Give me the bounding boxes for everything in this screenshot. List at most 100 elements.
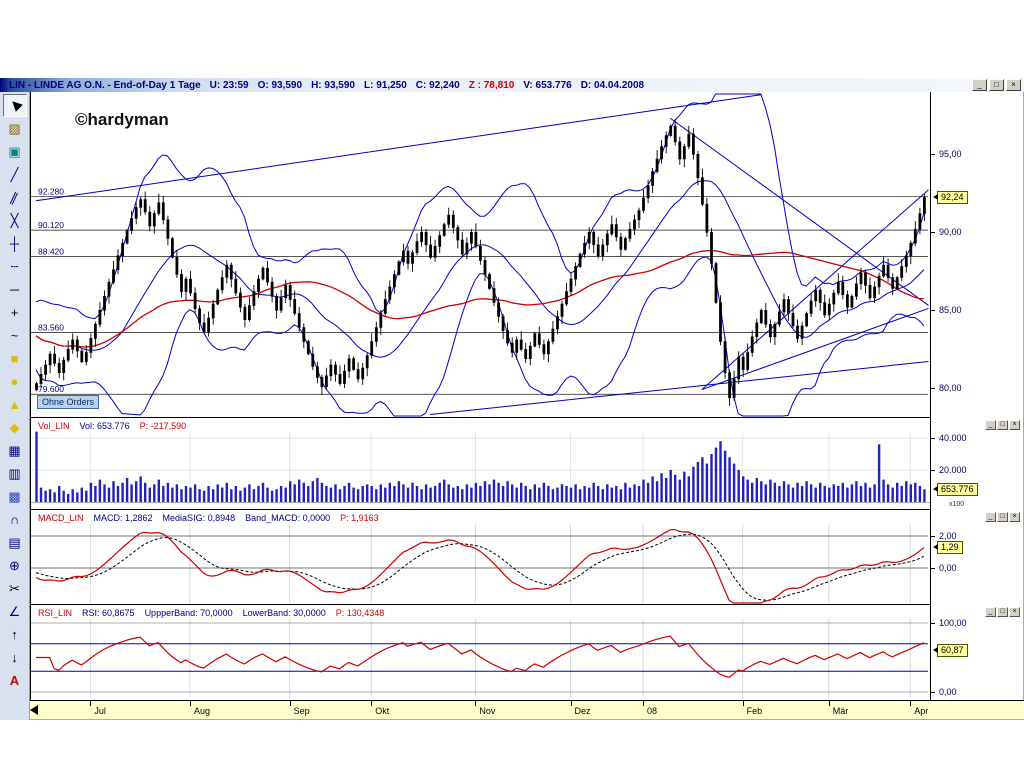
month-tick-mark — [475, 701, 477, 706]
rsi-panel-close-button[interactable]: × — [1009, 607, 1020, 617]
minimize-button[interactable]: _ — [972, 79, 987, 91]
tool-text-tool[interactable]: A — [3, 669, 27, 692]
axis-label: 80,00 — [939, 383, 962, 393]
tool-cut[interactable]: ✂ — [3, 577, 27, 600]
tool-grid[interactable]: ▦ — [3, 439, 27, 462]
tool-indicator-panel[interactable]: ▣ — [3, 140, 27, 163]
rsi-axis: _ □ × 100,00 0,00 60,87 — [930, 605, 1024, 700]
volume-bars-plot[interactable] — [30, 418, 930, 510]
axis-tick-mark — [931, 310, 935, 311]
move-all-icon: ⊕ — [9, 558, 20, 573]
cut-icon: ✂ — [9, 581, 20, 596]
last-price-tag: 92,24 — [933, 191, 968, 205]
axis-tick-mark — [931, 232, 935, 233]
rsi-panel-controls: _ □ × — [985, 607, 1020, 617]
axis-tick-mark — [931, 388, 935, 389]
rsi-panel[interactable]: RSI_LIN RSI: 60,8675 UppperBand: 70,0000 Lo… — [30, 605, 930, 700]
parallel-lines-icon: ∥ — [8, 189, 21, 206]
month-label: Nov — [479, 706, 496, 716]
tool-crosshair-lines[interactable]: ┼ — [3, 232, 27, 255]
arc-icon: ∩ — [9, 512, 20, 527]
tool-cursor[interactable]: ▶ — [2, 94, 27, 117]
list-icon: ▤ — [8, 535, 21, 550]
header-text: MediaSIG: 0,8948 — [162, 513, 236, 523]
rsi-tag: 60,87 — [933, 643, 968, 657]
crosshair-lines-icon: ┼ — [9, 236, 20, 251]
rsi-panel-maximize-button[interactable]: □ — [997, 607, 1008, 617]
rsi-plot[interactable] — [30, 605, 930, 700]
tool-horizontal-line[interactable]: ─ — [3, 278, 27, 301]
tool-arrow-up[interactable]: ↑ — [3, 623, 27, 646]
header-text: UppperBand: 70,0000 — [144, 608, 233, 618]
month-tick-mark — [910, 701, 912, 706]
month-tick-mark — [570, 701, 572, 706]
month-tick-mark — [643, 701, 645, 706]
tool-dashed-line[interactable]: ┄ — [3, 255, 27, 278]
title-text-segment: U: 23:59 — [209, 79, 249, 91]
horizontal-line-icon: ─ — [9, 282, 20, 297]
volume-panel[interactable]: Vol_LIN Vol: 653.776 P: -217.590 — [30, 418, 930, 510]
indicator-panel-icon: ▣ — [8, 144, 21, 159]
tool-rectangle[interactable]: ■ — [3, 347, 27, 370]
grid-icon: ▦ — [8, 443, 21, 458]
time-axis[interactable]: Jul Aug Sep Okt Nov Dez 08 Feb Mär Apr — [30, 700, 1024, 720]
axis-tick-mark — [931, 470, 935, 471]
maximize-button[interactable]: □ — [989, 79, 1004, 91]
header-text: MACD_LIN — [38, 513, 84, 523]
tool-ellipse[interactable]: ● — [3, 370, 27, 393]
candlestick-plot[interactable]: 92.280 90.120 88.420 83.560 79.600 — [30, 92, 930, 418]
close-button[interactable]: × — [1006, 79, 1021, 91]
title-text-segment: LIN - LINDE AG O.N. - End-of-Day 1 Tage — [9, 79, 201, 91]
tool-pattern[interactable]: ▩ — [3, 485, 27, 508]
volume-tag: 653.776 — [933, 483, 978, 497]
macd-panel-close-button[interactable]: × — [1009, 512, 1020, 522]
tool-arc[interactable]: ∩ — [3, 508, 27, 531]
tool-list[interactable]: ▤ — [3, 531, 27, 554]
axis-tick-mark — [931, 154, 935, 155]
dashed-line-icon: ┄ — [10, 259, 19, 274]
tool-chart-type[interactable]: ▨ — [3, 117, 27, 140]
macd-panel-maximize-button[interactable]: □ — [997, 512, 1008, 522]
tool-triangle[interactable]: ▲ — [3, 393, 27, 416]
tool-angle[interactable]: ∠ — [3, 600, 27, 623]
tool-move-all[interactable]: ⊕ — [3, 554, 27, 577]
header-text: Band_MACD: 0,0000 — [245, 513, 331, 523]
tool-freehand-curve[interactable]: ~ — [3, 324, 27, 347]
watermark: ©hardyman — [75, 110, 169, 129]
axis-label: 0,00 — [939, 687, 957, 697]
tool-diamond[interactable]: ◆ — [3, 416, 27, 439]
axis-label: 85,00 — [939, 305, 962, 315]
title-text-segment: L: 91,250 — [363, 79, 407, 91]
title-text-segment: H: 93,590 — [311, 79, 355, 91]
month-tick-mark — [289, 701, 291, 706]
window-title-bar[interactable]: LIN - LINDE AG O.N. - End-of-Day 1 Tage U… — [0, 78, 1024, 92]
tool-trend-line[interactable]: ╱ — [3, 163, 27, 186]
price-level-label: 79.600 — [38, 384, 64, 394]
axis-tick-mark — [931, 692, 935, 693]
header-text: P: -217.590 — [139, 421, 187, 431]
rectangle-icon: ■ — [10, 351, 19, 366]
axis-tick-mark — [931, 623, 935, 624]
month-label: Dez — [574, 706, 591, 716]
scroll-left-arrow-icon[interactable] — [30, 705, 38, 715]
tool-arrow-down[interactable]: ↓ — [3, 646, 27, 669]
macd-plot[interactable] — [30, 510, 930, 605]
month-label: Okt — [375, 706, 390, 716]
rsi-panel-minimize-button[interactable]: _ — [985, 607, 996, 617]
title-text-segment: C: 92,240 — [415, 79, 460, 91]
volume-panel-close-button[interactable]: × — [1009, 420, 1020, 430]
macd-panel[interactable]: MACD_LIN MACD: 1,2862 MediaSIG: 0,8948 Band… — [30, 510, 930, 605]
axis-label: 40.000 — [939, 433, 967, 443]
tool-plus-marker[interactable]: + — [3, 301, 27, 324]
volume-panel-maximize-button[interactable]: □ — [997, 420, 1008, 430]
volume-panel-minimize-button[interactable]: _ — [985, 420, 996, 430]
header-text: LowerBand: 30,0000 — [242, 608, 326, 618]
arrow-down-icon: ↓ — [11, 650, 18, 665]
tool-cross-lines[interactable]: ╳ — [3, 209, 27, 232]
price-chart-panel[interactable]: ©hardyman Ohne Orders 92.280 90.120 88.420… — [30, 92, 930, 418]
orders-status-label: Ohne Orders — [37, 395, 100, 409]
tool-parallel-lines[interactable]: ∥ — [3, 186, 27, 209]
title-text-segment: Z : 78,810 — [468, 79, 515, 91]
macd-panel-minimize-button[interactable]: _ — [985, 512, 996, 522]
tool-table[interactable]: ▥ — [3, 462, 27, 485]
